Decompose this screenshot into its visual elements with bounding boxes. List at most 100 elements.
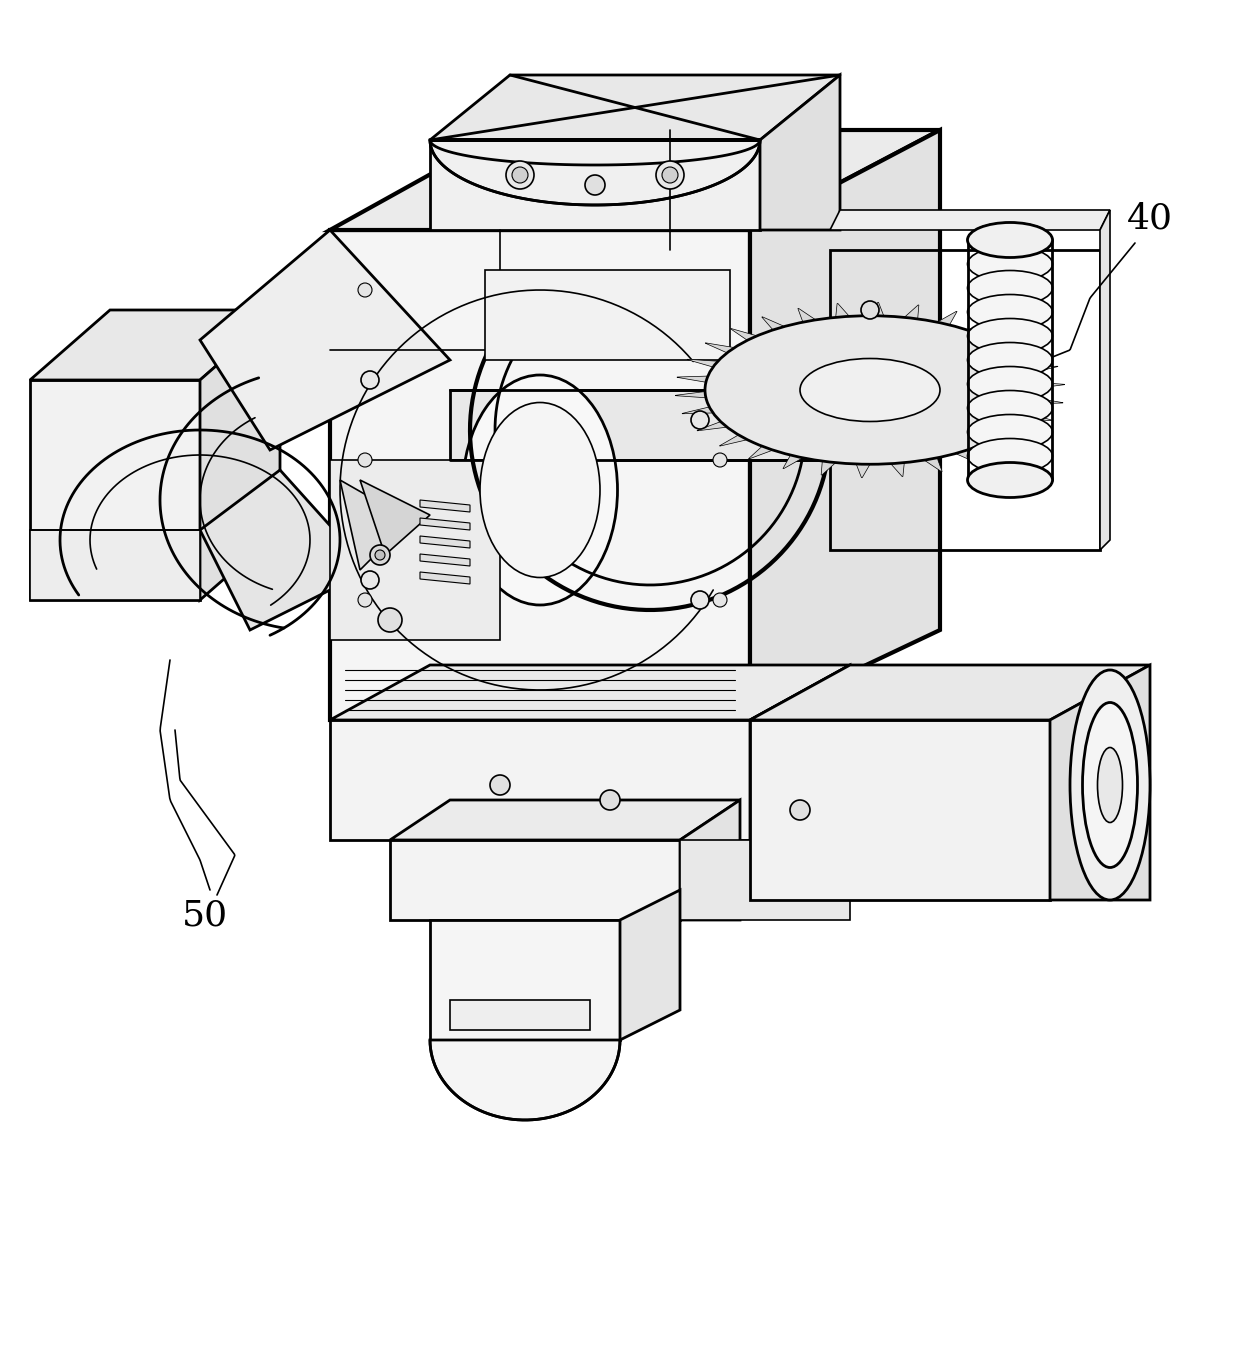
Polygon shape (391, 840, 680, 920)
Polygon shape (750, 666, 1149, 720)
Circle shape (358, 283, 372, 297)
Polygon shape (821, 461, 836, 475)
Polygon shape (430, 920, 620, 1040)
Polygon shape (983, 440, 1009, 452)
Polygon shape (430, 140, 760, 206)
Polygon shape (30, 310, 280, 380)
Polygon shape (330, 666, 849, 720)
Circle shape (691, 411, 709, 429)
Polygon shape (680, 800, 740, 920)
Ellipse shape (1083, 702, 1137, 867)
Polygon shape (782, 455, 802, 468)
Ellipse shape (967, 415, 1053, 449)
Circle shape (378, 608, 402, 632)
Polygon shape (430, 75, 839, 140)
Polygon shape (1013, 350, 1043, 358)
Circle shape (713, 593, 727, 607)
Polygon shape (450, 391, 880, 460)
Ellipse shape (480, 403, 600, 577)
Polygon shape (420, 572, 470, 584)
Polygon shape (682, 407, 713, 414)
Polygon shape (750, 720, 1050, 900)
Polygon shape (420, 554, 470, 566)
Polygon shape (760, 75, 839, 230)
Circle shape (358, 453, 372, 467)
Polygon shape (30, 529, 200, 600)
Circle shape (490, 774, 510, 795)
Polygon shape (200, 310, 280, 600)
Polygon shape (485, 269, 730, 361)
Polygon shape (992, 333, 1021, 346)
Polygon shape (430, 140, 760, 230)
Ellipse shape (1070, 670, 1149, 900)
Polygon shape (904, 305, 919, 318)
Polygon shape (797, 309, 816, 323)
Polygon shape (1027, 366, 1058, 373)
Polygon shape (1022, 412, 1053, 421)
Polygon shape (1032, 397, 1063, 404)
Ellipse shape (967, 438, 1053, 474)
Circle shape (656, 161, 684, 189)
Circle shape (861, 301, 879, 318)
Polygon shape (836, 304, 849, 317)
Circle shape (361, 572, 379, 589)
Polygon shape (856, 464, 870, 478)
Polygon shape (1034, 382, 1065, 388)
Polygon shape (1100, 210, 1110, 550)
Polygon shape (719, 436, 748, 446)
Polygon shape (200, 470, 370, 630)
Polygon shape (30, 380, 200, 600)
Polygon shape (830, 210, 1110, 230)
Polygon shape (749, 446, 773, 459)
Ellipse shape (967, 343, 1053, 377)
Polygon shape (330, 131, 940, 230)
Polygon shape (687, 359, 718, 367)
Polygon shape (924, 457, 942, 472)
Polygon shape (676, 392, 706, 397)
Polygon shape (360, 480, 430, 555)
Circle shape (370, 544, 391, 565)
Text: 40: 40 (1127, 201, 1173, 235)
Circle shape (662, 167, 678, 182)
Polygon shape (967, 321, 992, 333)
Polygon shape (420, 536, 470, 548)
Polygon shape (890, 463, 904, 476)
Ellipse shape (967, 222, 1053, 257)
Circle shape (790, 800, 810, 819)
Ellipse shape (463, 376, 618, 606)
Circle shape (361, 372, 379, 389)
Circle shape (585, 176, 605, 195)
Polygon shape (937, 312, 957, 325)
Polygon shape (706, 343, 734, 352)
Polygon shape (420, 499, 470, 512)
Ellipse shape (1097, 747, 1122, 822)
Polygon shape (750, 666, 849, 840)
Ellipse shape (967, 463, 1053, 498)
Circle shape (600, 789, 620, 810)
Polygon shape (677, 376, 708, 382)
Circle shape (691, 591, 709, 608)
Circle shape (374, 550, 384, 559)
Polygon shape (680, 840, 849, 920)
Ellipse shape (967, 366, 1053, 401)
Polygon shape (420, 519, 470, 529)
Polygon shape (330, 720, 750, 840)
Ellipse shape (967, 271, 1053, 305)
Polygon shape (1006, 427, 1035, 437)
Polygon shape (697, 422, 727, 431)
Polygon shape (330, 230, 750, 720)
Ellipse shape (967, 318, 1053, 354)
Polygon shape (620, 890, 680, 1040)
Polygon shape (340, 480, 410, 570)
Polygon shape (761, 317, 785, 329)
Ellipse shape (967, 246, 1053, 282)
Polygon shape (330, 460, 500, 640)
Polygon shape (870, 302, 884, 316)
Ellipse shape (967, 391, 1053, 426)
Polygon shape (1050, 666, 1149, 900)
Polygon shape (391, 800, 740, 840)
Circle shape (713, 453, 727, 467)
Ellipse shape (800, 358, 940, 422)
Circle shape (358, 593, 372, 607)
Polygon shape (450, 1000, 590, 1030)
